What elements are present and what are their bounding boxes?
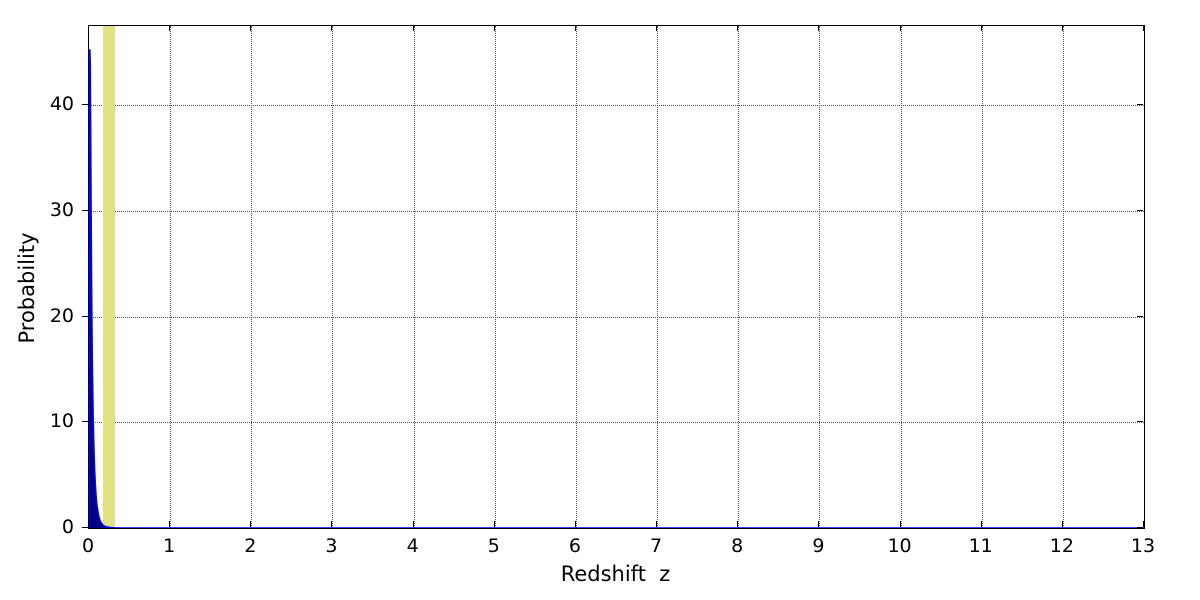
y-tick-label: 10 (49, 410, 74, 433)
series-fill (89, 49, 1144, 528)
x-tick-mark-top (88, 25, 89, 31)
data-series-layer (89, 26, 1144, 528)
gridline-vertical (494, 26, 496, 528)
x-tick-mark-top (412, 25, 414, 31)
x-tick-mark (574, 521, 576, 527)
gridline-vertical (575, 26, 577, 528)
x-tick-label: 4 (406, 535, 419, 557)
gridline-vertical (413, 26, 415, 528)
gridline-horizontal (89, 105, 1144, 107)
y-tick-label: 0 (61, 516, 74, 538)
spectroscopic-redshift-band (102, 26, 115, 528)
x-tick-mark-top (737, 25, 739, 31)
x-tick-label: 8 (731, 535, 744, 557)
x-tick-mark (737, 521, 739, 527)
gridline-horizontal (89, 210, 1144, 212)
gridline-vertical (170, 26, 172, 528)
series-line (89, 49, 1144, 528)
gridline-vertical (981, 26, 983, 528)
gridline-vertical (1062, 26, 1064, 528)
y-tick-mark (82, 527, 88, 528)
x-tick-mark (980, 521, 982, 527)
annotation-band-layer (89, 26, 1144, 528)
x-tick-mark (899, 521, 901, 527)
x-tick-label: 3 (325, 535, 338, 557)
y-tick-label: 20 (49, 304, 74, 327)
x-tick-label: 0 (81, 535, 95, 557)
y-tick-mark-right (1137, 527, 1143, 528)
x-tick-label: 12 (1049, 535, 1074, 557)
x-tick-mark (412, 521, 414, 527)
x-tick-mark-top (1143, 25, 1144, 31)
x-tick-mark-top (1061, 25, 1063, 31)
x-tick-mark-top (656, 25, 658, 31)
x-tick-label: 6 (568, 535, 581, 557)
x-tick-mark-top (169, 25, 171, 31)
gridline-vertical (657, 26, 659, 528)
x-tick-mark (169, 521, 171, 527)
x-tick-mark-top (250, 25, 252, 31)
x-tick-mark (250, 521, 252, 527)
x-tick-mark (1143, 521, 1144, 527)
y-tick-mark-right (1137, 421, 1143, 423)
gridline-vertical (738, 26, 740, 528)
y-tick-mark-right (1137, 104, 1143, 106)
y-axis-label: Probability (15, 232, 39, 344)
x-tick-label: 13 (1130, 535, 1156, 557)
y-tick-mark (82, 421, 88, 423)
x-tick-mark-top (899, 25, 901, 31)
gridline-vertical (332, 26, 334, 528)
x-tick-label: 9 (812, 535, 825, 557)
x-tick-mark-top (493, 25, 495, 31)
x-tick-mark (1061, 521, 1063, 527)
x-axis-label: Redshift z (560, 562, 671, 586)
x-tick-mark (818, 521, 820, 527)
x-tick-label: 2 (244, 535, 257, 557)
gridline-vertical (819, 26, 821, 528)
x-tick-label: 1 (163, 535, 176, 557)
gridline-horizontal (89, 422, 1144, 424)
x-tick-mark (656, 521, 658, 527)
gridlines (89, 26, 1144, 528)
x-tick-mark-top (980, 25, 982, 31)
y-tick-label: 30 (49, 198, 74, 221)
y-tick-mark (82, 315, 88, 317)
plot-area (88, 25, 1145, 529)
gridline-horizontal (89, 316, 1144, 318)
y-tick-mark (82, 104, 88, 106)
x-tick-label: 11 (968, 535, 993, 557)
gridline-vertical (251, 26, 253, 528)
y-tick-mark-right (1137, 209, 1143, 211)
y-tick-mark (82, 209, 88, 211)
x-tick-label: 7 (650, 535, 663, 557)
gridline-vertical (900, 26, 902, 528)
x-tick-label: 5 (487, 535, 500, 557)
x-tick-mark-top (331, 25, 333, 31)
x-tick-label: 10 (887, 535, 912, 557)
x-tick-mark (331, 521, 333, 527)
y-tick-mark-right (1137, 315, 1143, 317)
x-tick-mark (493, 521, 495, 527)
x-tick-mark (88, 521, 89, 527)
y-tick-label: 40 (49, 93, 74, 116)
series-svg (89, 49, 1144, 528)
x-tick-mark-top (818, 25, 820, 31)
x-tick-mark-top (574, 25, 576, 31)
